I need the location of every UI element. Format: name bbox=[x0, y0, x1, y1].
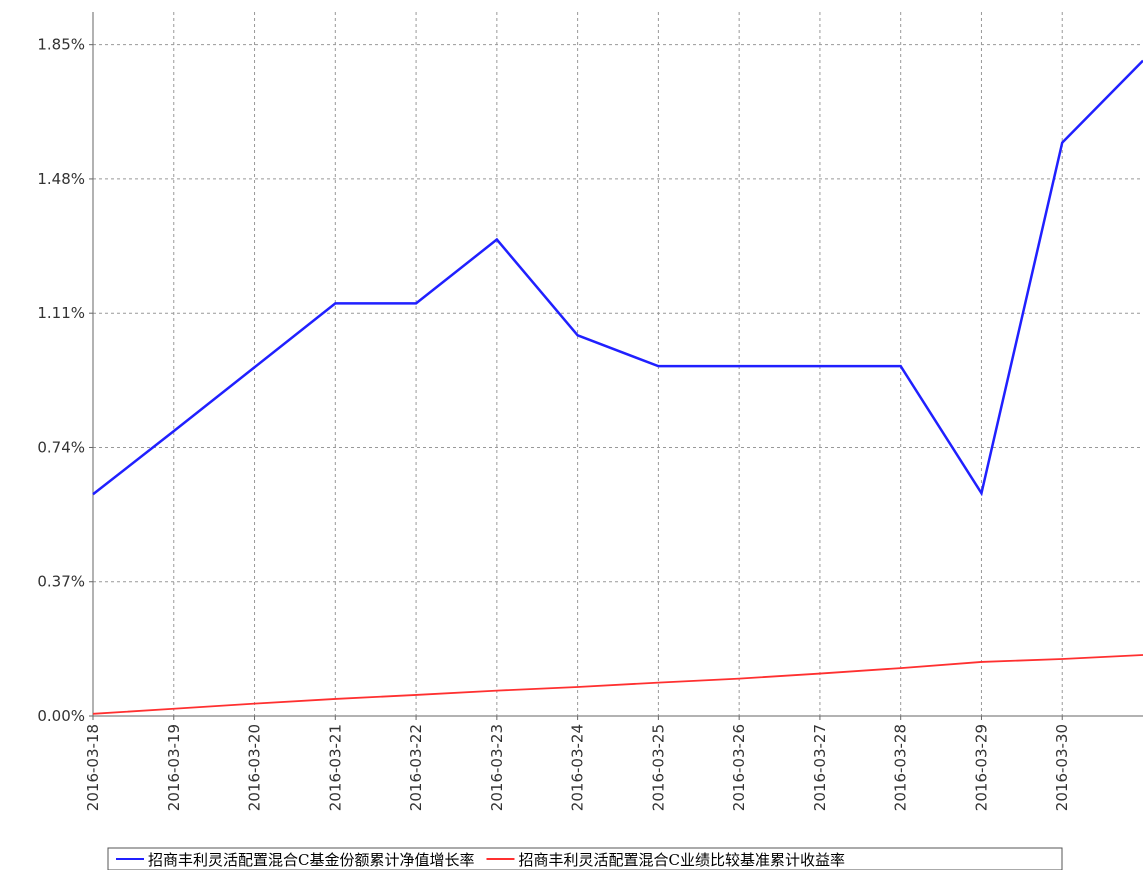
x-tick-label: 2016-03-26 bbox=[730, 724, 748, 811]
x-tick-label: 2016-03-21 bbox=[326, 724, 344, 811]
y-tick-label: 0.37% bbox=[37, 573, 85, 591]
x-tick-label: 2016-03-19 bbox=[165, 724, 183, 811]
y-tick-label: 1.48% bbox=[37, 170, 85, 188]
x-tick-label: 2016-03-30 bbox=[1053, 724, 1071, 811]
series-line bbox=[92, 654, 1143, 715]
y-tick-label: 1.85% bbox=[37, 36, 85, 54]
x-tick-label: 2016-03-27 bbox=[811, 724, 829, 811]
legend-label: 招商丰利灵活配置混合C基金份额累计净值增长率 bbox=[148, 851, 474, 869]
y-tick-label: 1.11% bbox=[37, 304, 85, 322]
x-tick-label: 2016-03-23 bbox=[488, 724, 506, 811]
x-tick-label: 2016-03-18 bbox=[84, 724, 102, 811]
x-tick-label: 2016-03-25 bbox=[649, 724, 667, 811]
y-tick-label: 0.00% bbox=[37, 707, 85, 725]
y-tick-label: 0.74% bbox=[37, 438, 85, 456]
x-tick-label: 2016-03-22 bbox=[407, 724, 425, 811]
legend-label: 招商丰利灵活配置混合C业绩比较基准累计收益率 bbox=[518, 851, 844, 869]
legend-box bbox=[107, 847, 1063, 870]
x-tick-label: 2016-03-20 bbox=[246, 724, 264, 811]
x-tick-label: 2016-03-28 bbox=[892, 724, 910, 811]
x-tick-label: 2016-03-29 bbox=[972, 724, 990, 811]
x-tick-label: 2016-03-24 bbox=[569, 724, 587, 811]
series-line bbox=[92, 59, 1143, 497]
